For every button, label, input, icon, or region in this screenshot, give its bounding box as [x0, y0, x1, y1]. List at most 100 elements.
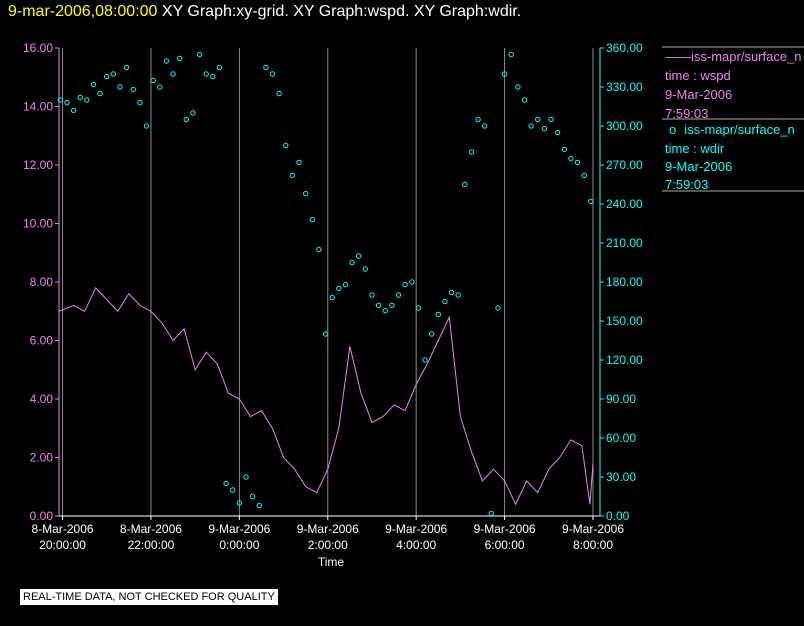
legend-2-source: iss-mapr/surface_n	[684, 122, 795, 137]
legend-1-line2: time : wspd	[665, 68, 731, 83]
series-point-wdir	[243, 474, 249, 480]
series-point-wdir	[475, 116, 481, 123]
x-tick-time: 2:00:00	[308, 538, 348, 552]
series-point-wdir	[495, 305, 501, 311]
series-layer	[57, 51, 594, 517]
series-point-wdir	[236, 500, 243, 506]
series-point-wdir	[296, 159, 302, 166]
left-tick-label: 4.00	[30, 392, 54, 406]
x-tick-time: 20:00:00	[39, 538, 86, 552]
series-point-wdir	[395, 292, 402, 298]
series-point-wdir	[402, 281, 408, 288]
series-point-wdir	[515, 84, 521, 90]
series-point-wdir	[435, 311, 441, 318]
series-point-wdir	[249, 493, 256, 500]
series-point-wdir	[84, 97, 90, 103]
series-point-wdir	[554, 129, 561, 136]
x-axis-label: Time	[318, 555, 345, 569]
x-axis: 8-Mar-2006 20:00:00 8-Mar-2006 22:00:00 9-Ma…	[32, 515, 624, 569]
legend-2-line1: o iss-mapr/surface_n	[669, 122, 795, 137]
x-tick-date: 8-Mar-2006	[120, 522, 182, 536]
series-point-wdir	[123, 64, 130, 71]
series-point-wdir	[482, 123, 488, 129]
right-tick-label: 60.00	[606, 431, 636, 445]
left-tick-label: 16.00	[23, 41, 53, 55]
left-tick-label: 2.00	[30, 451, 54, 465]
series-point-wdir	[183, 116, 190, 123]
right-tick-label: 90.00	[606, 392, 636, 406]
series-point-wdir	[309, 216, 315, 223]
right-tick-label: 360.00	[606, 41, 643, 55]
series-point-wdir	[289, 172, 296, 179]
x-tick-time: 22:00:00	[128, 538, 175, 552]
series-point-wdir	[223, 480, 229, 487]
series-point-wdir	[375, 302, 382, 309]
x-tick-date: 9-Mar-2006	[208, 522, 270, 536]
series-point-wdir	[462, 181, 468, 188]
series-point-wdir	[568, 155, 574, 162]
x-tick-time: 0:00:00	[219, 538, 259, 552]
series-point-wdir	[322, 331, 329, 337]
x-tick-date: 9-Mar-2006	[562, 522, 624, 536]
series-point-wdir	[501, 71, 508, 77]
series-point-wdir	[269, 71, 276, 77]
left-axis: 0.00 2.00 4.00 6.00 8.00 10.00 12.00 14.00 16.00	[23, 41, 60, 523]
series-point-wdir	[90, 81, 97, 88]
series-point-wdir	[70, 107, 77, 114]
left-tick-label: 8.00	[30, 275, 54, 289]
series-line-wspd	[58, 287, 594, 506]
series-point-wdir	[77, 94, 83, 101]
series-point-wdir	[316, 246, 322, 253]
right-tick-label: 0.00	[606, 509, 630, 523]
series-point-wdir	[448, 289, 455, 296]
series-point-wdir	[389, 302, 395, 309]
right-tick-label: 210.00	[606, 236, 643, 250]
series-point-wdir	[541, 125, 548, 132]
series-point-wdir	[369, 292, 375, 298]
x-tick-date: 9-Mar-2006	[385, 522, 447, 536]
right-tick-label: 120.00	[606, 353, 643, 367]
x-tick-time: 6:00:00	[485, 538, 525, 552]
series-point-wdir	[130, 86, 137, 93]
x-tick-date: 8-Mar-2006	[32, 522, 94, 536]
legend-1-line4: 7:59:03	[665, 106, 708, 121]
series-point-wdir	[230, 487, 236, 493]
series-point-wdir	[422, 357, 428, 363]
series-point-wdir	[468, 149, 475, 155]
series-point-wdir	[455, 292, 461, 298]
right-tick-label: 270.00	[606, 158, 643, 172]
grid-lines	[62, 48, 594, 516]
series-point-wdir	[574, 159, 581, 166]
series-point-wdir	[442, 298, 448, 305]
series-point-wdir	[508, 51, 514, 58]
series-point-wdir	[336, 285, 342, 292]
series-point-wdir	[110, 71, 117, 77]
legend: ——iss-mapr/surface_n time : wspd 9-Mar-2…	[662, 46, 804, 192]
x-tick-date: 9-Mar-2006	[474, 522, 536, 536]
series-point-wdir	[190, 110, 196, 116]
right-tick-label: 300.00	[606, 119, 643, 133]
legend-1-marker: ——	[665, 49, 691, 64]
series-point-wdir	[415, 305, 422, 311]
series-point-wdir	[528, 123, 534, 129]
x-tick-time: 4:00:00	[396, 538, 436, 552]
legend-2-line4: 7:59:03	[665, 177, 708, 192]
series-point-wdir	[137, 99, 143, 106]
series-point-wdir	[64, 99, 70, 106]
series-point-wdir	[349, 259, 355, 266]
series-point-wdir	[210, 73, 216, 80]
series-point-wdir	[362, 266, 368, 272]
left-tick-label: 12.00	[23, 158, 53, 172]
left-tick-label: 10.00	[23, 217, 53, 231]
series-point-wdir	[97, 90, 103, 97]
series-point-wdir	[342, 281, 349, 288]
series-point-wdir	[117, 84, 123, 90]
legend-2-marker: o	[669, 122, 676, 137]
series-point-wdir	[409, 279, 415, 285]
series-point-wdir	[329, 294, 335, 301]
series-point-wdir	[256, 502, 262, 509]
legend-1-line1: ——iss-mapr/surface_n	[665, 49, 802, 64]
right-tick-label: 240.00	[606, 197, 643, 211]
series-point-wdir	[177, 55, 183, 62]
